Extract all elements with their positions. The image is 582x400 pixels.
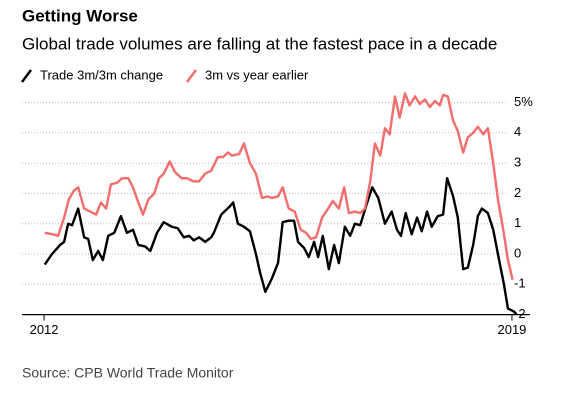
y-tick-label: 5% [514,94,533,109]
y-tick-label: 2 [514,185,521,200]
x-tick-label: 2019 [497,322,526,337]
legend-label: 3m vs year earlier [205,67,309,82]
legend-swatch [21,69,32,83]
series-line [43,177,518,316]
source: Source: CPB World Trade Monitor [22,365,234,381]
y-tick-label: 4 [514,124,521,139]
x-tick-label: 2012 [30,322,59,337]
legend-swatch [186,69,197,83]
chart-subtitle: Global trade volumes are falling at the … [22,34,497,53]
y-tick-label: 1 [514,215,521,230]
y-tick-label: -2 [514,306,526,321]
series-line [44,92,514,281]
legend-label: Trade 3m/3m change [40,67,163,82]
y-tick-label: 3 [514,155,521,170]
y-tick-label: -1 [514,276,526,291]
y-tick-label: 0 [514,245,521,260]
chart-title: Getting Worse [22,6,138,25]
